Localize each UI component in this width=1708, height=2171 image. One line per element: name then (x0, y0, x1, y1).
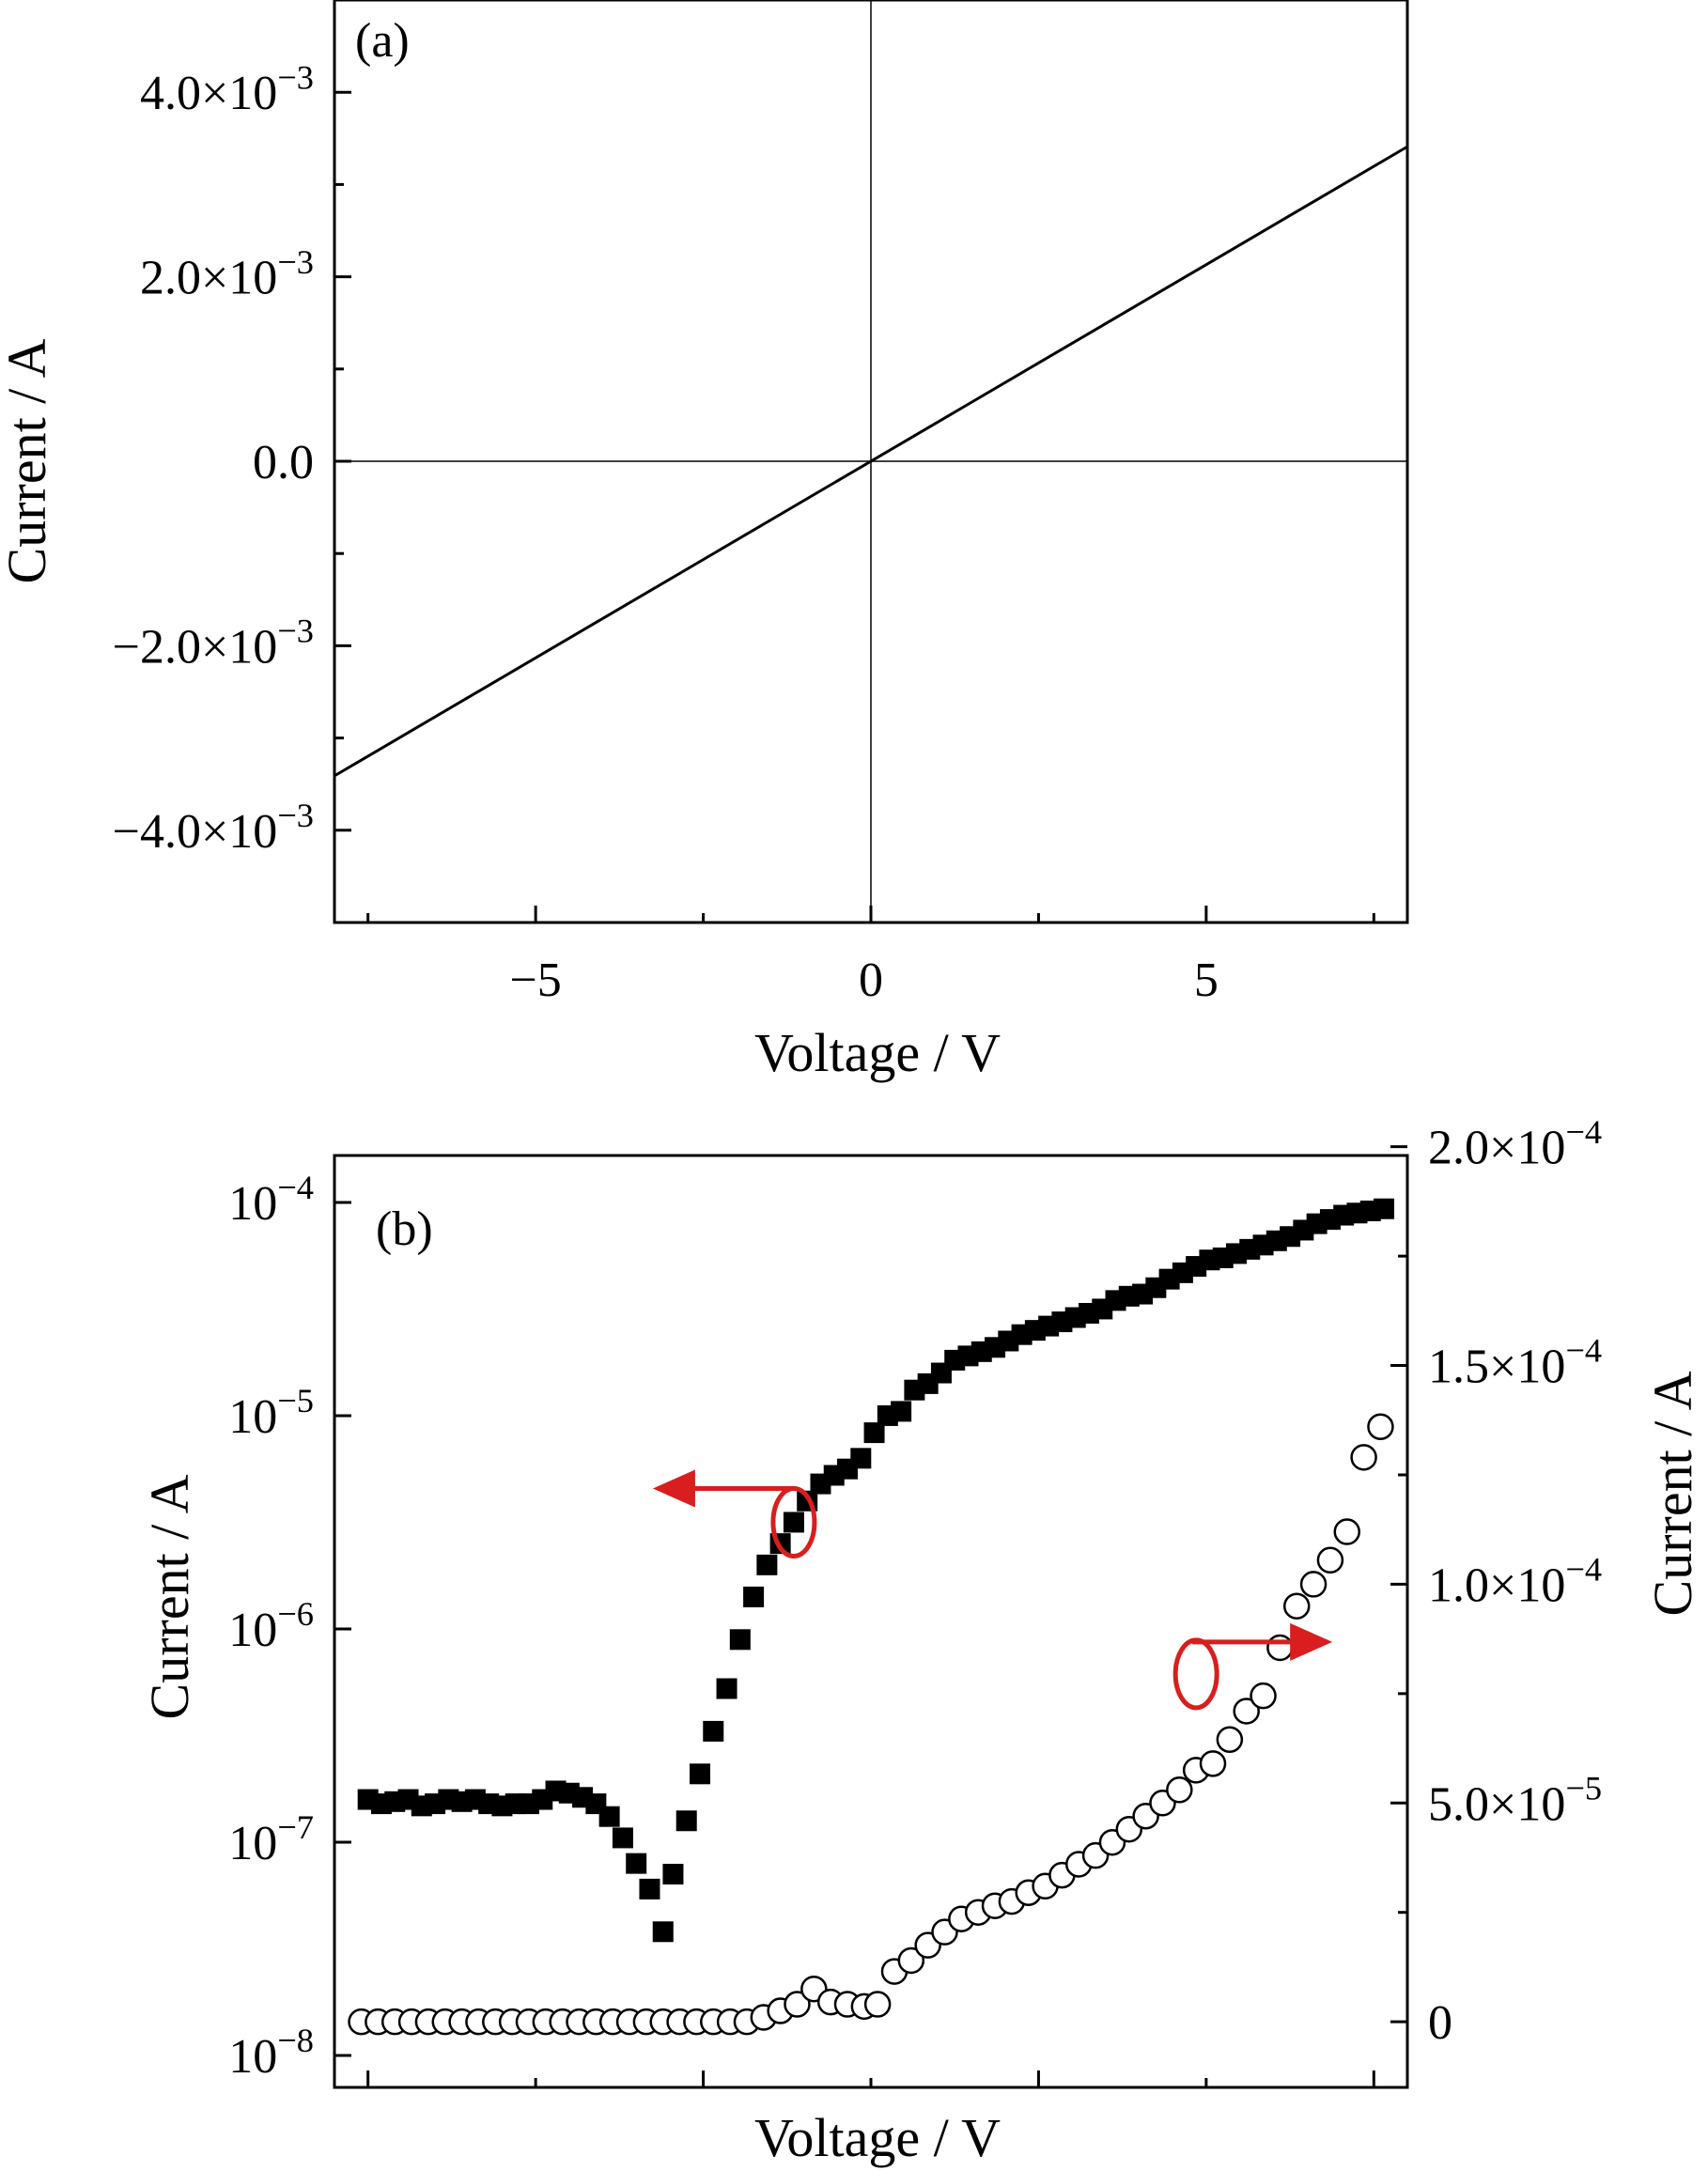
y-tick-label-b: 10−4 (228, 1169, 314, 1231)
circle-point (1266, 1634, 1294, 1662)
y2-tick-label-b: 1.0×10−4 (1428, 1551, 1602, 1613)
right-axis-marker-ellipse (1172, 1637, 1219, 1711)
square-point (612, 1827, 633, 1849)
circle-point (1350, 1444, 1377, 1471)
series-b (348, 1198, 1395, 2036)
y2-tick-label-b: 2.0×10−4 (1428, 1113, 1602, 1175)
circle-point (1333, 1518, 1361, 1545)
panel-a: (a) −5 0 5 4.0×10−3 2.0×10−3 0.0 −2.0×10−3 −4.0… (0, 0, 1409, 1083)
iv-line-a (334, 145, 1408, 778)
panel-label-a: (a) (355, 14, 410, 68)
y-tick-label-a: −4.0×10−3 (113, 797, 314, 859)
x-tick-label-a: −5 (509, 954, 561, 1007)
circle-point (1250, 1682, 1277, 1710)
square-point (756, 1554, 778, 1575)
square-point (743, 1586, 765, 1607)
circle-point (1367, 1413, 1394, 1441)
panel-label-b: (b) (376, 1202, 433, 1256)
y2-axis-label-b: Current / A (1642, 1371, 1703, 1616)
y2-tick-label-b: 5.0×10−5 (1428, 1769, 1602, 1831)
series-a (334, 145, 1408, 778)
plot-frame-b (333, 1154, 1409, 2089)
x-tick-label-a: 5 (1194, 954, 1219, 1007)
square-point (689, 1763, 710, 1785)
square-point (783, 1512, 804, 1533)
x-tick-label-a: 0 (859, 954, 883, 1007)
square-point (891, 1401, 912, 1422)
square-point (598, 1806, 620, 1827)
y-tick-label-a: −2.0×10−3 (113, 613, 314, 675)
square-point (850, 1448, 872, 1469)
square-point (639, 1878, 660, 1900)
circle-point (863, 1991, 892, 2018)
circle-point (1316, 1546, 1344, 1574)
circle-point (784, 1991, 811, 2018)
square-point (703, 1720, 724, 1742)
circle-point (1166, 1776, 1193, 1804)
square-point (1374, 1198, 1395, 1219)
y-tick-label-b: 10−6 (228, 1595, 314, 1657)
y-tick-label-b: 10−7 (228, 1808, 314, 1870)
circle-point (1216, 1726, 1244, 1753)
circle-point (897, 1946, 925, 1975)
y-tick-label-b: 10−5 (228, 1382, 314, 1444)
square-point (662, 1863, 684, 1884)
square-point (716, 1678, 738, 1699)
panel-b: (b) 10−4 10−5 10−6 10−7 10−8 2.0×10−4 1.5×10−4… (139, 1113, 1703, 2168)
square-point (863, 1422, 885, 1444)
y-axis-label-a: Current / A (0, 338, 57, 583)
square-point (675, 1810, 697, 1832)
y2-tick-label-b: 0 (1428, 1996, 1452, 2050)
y2-tick-label-b: 1.5×10−4 (1428, 1332, 1602, 1394)
circle-point (1299, 1571, 1328, 1598)
square-point (729, 1629, 751, 1651)
x-axis-label-b: Voltage / V (754, 2107, 1001, 2168)
axes-b: 10−4 10−5 10−6 10−7 10−8 2.0×10−4 1.5×10−4 1.0×… (228, 1113, 1602, 2087)
y-tick-label-b: 10−8 (228, 2022, 314, 2084)
y-tick-label-a: 4.0×10−3 (140, 58, 314, 120)
y-tick-label-a: 0.0 (253, 436, 314, 489)
x-axis-label-a: Voltage / V (754, 1022, 1001, 1083)
square-point (652, 1921, 674, 1943)
circle-point (1199, 1750, 1227, 1777)
y-axis-label-b: Current / A (139, 1474, 200, 1719)
circle-point (1233, 1698, 1260, 1725)
annotations-b (652, 1469, 1333, 1711)
axes-a: −5 0 5 4.0×10−3 2.0×10−3 0.0 −2.0×10−3 −4.0×10−… (113, 58, 1375, 1007)
square-point (626, 1853, 647, 1874)
y-tick-label-a: 2.0×10−3 (140, 243, 314, 305)
circle-point (1282, 1592, 1311, 1620)
